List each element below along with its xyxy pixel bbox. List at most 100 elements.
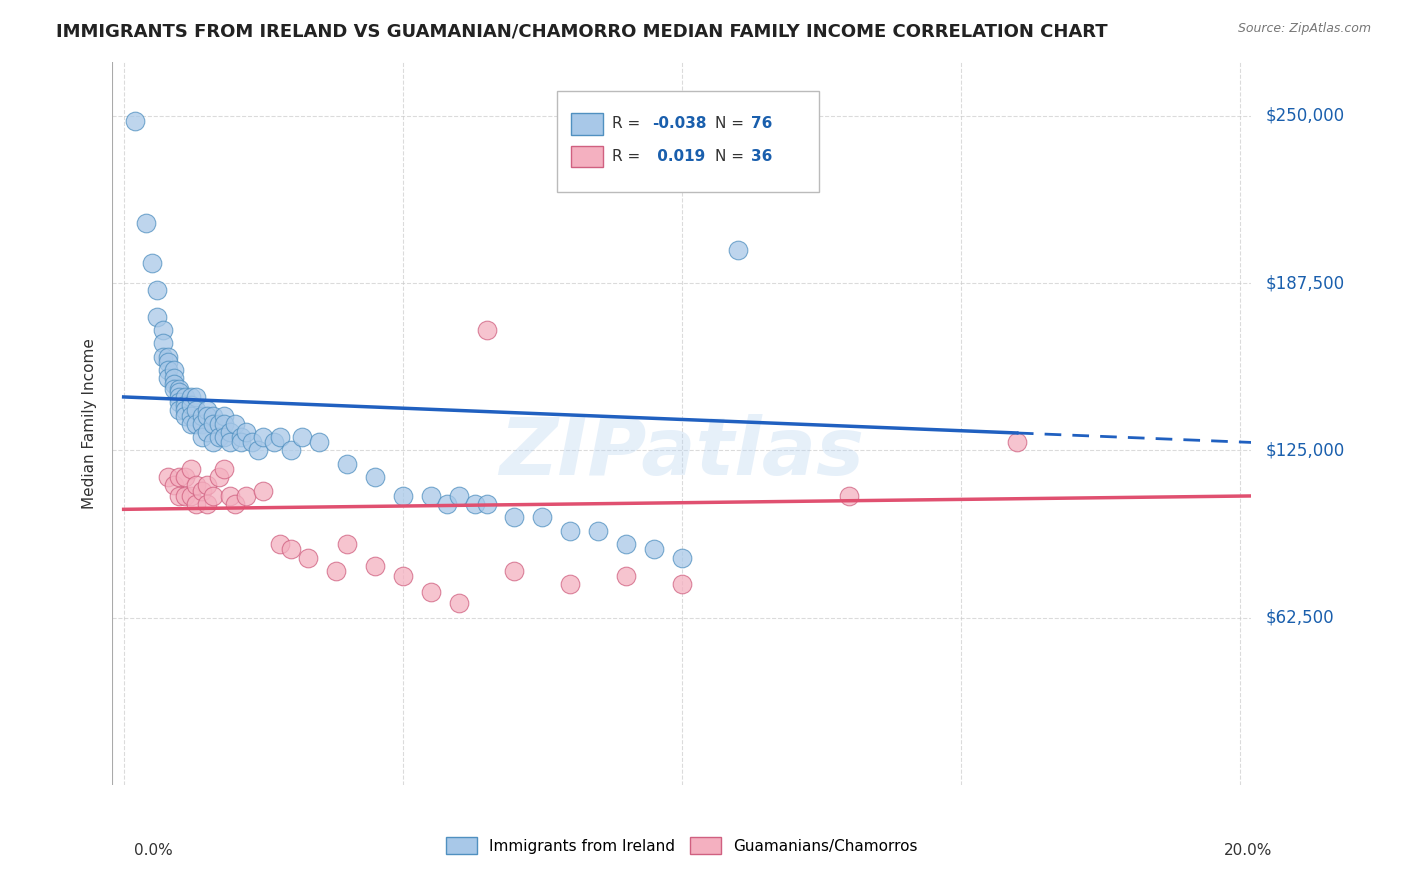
Point <box>191 409 214 423</box>
Point <box>141 256 163 270</box>
Point <box>218 489 240 503</box>
Point <box>838 489 860 503</box>
Point <box>436 497 458 511</box>
Point <box>269 537 291 551</box>
Y-axis label: Median Family Income: Median Family Income <box>82 338 97 509</box>
Point <box>503 564 526 578</box>
Point <box>186 478 208 492</box>
Point <box>186 497 208 511</box>
Point <box>560 524 582 538</box>
Point <box>180 390 202 404</box>
Point <box>174 398 197 412</box>
Point <box>503 510 526 524</box>
Point <box>163 382 186 396</box>
Point <box>201 435 224 450</box>
FancyBboxPatch shape <box>557 91 818 193</box>
Point <box>218 435 240 450</box>
Point <box>252 483 274 498</box>
Point <box>157 350 180 364</box>
Point <box>464 497 486 511</box>
Text: -0.038: -0.038 <box>652 116 707 131</box>
Point <box>207 430 229 444</box>
Point <box>391 569 413 583</box>
Point <box>180 398 202 412</box>
Point <box>157 371 180 385</box>
Point <box>447 596 470 610</box>
Point <box>174 470 197 484</box>
Text: $250,000: $250,000 <box>1265 107 1344 125</box>
Point <box>195 497 219 511</box>
Point <box>163 371 186 385</box>
Point <box>207 470 229 484</box>
Point <box>195 478 219 492</box>
Point <box>180 489 202 503</box>
Point <box>180 409 202 423</box>
Point <box>207 417 229 431</box>
Point <box>152 336 174 351</box>
Point <box>191 417 214 431</box>
Point <box>152 350 174 364</box>
Text: 36: 36 <box>751 149 773 164</box>
Point <box>146 310 169 324</box>
Point <box>152 323 174 337</box>
Point <box>224 417 246 431</box>
Point <box>229 430 252 444</box>
Text: 0.019: 0.019 <box>652 149 706 164</box>
Text: 0.0%: 0.0% <box>134 843 173 858</box>
Text: $187,500: $187,500 <box>1265 274 1344 293</box>
Text: ZIPatlas: ZIPatlas <box>499 414 865 491</box>
Text: R =: R = <box>613 149 645 164</box>
Point <box>252 430 274 444</box>
Point <box>235 425 257 439</box>
Point <box>174 409 197 423</box>
Point <box>336 457 359 471</box>
Point <box>291 430 314 444</box>
Text: N =: N = <box>714 116 749 131</box>
Point <box>531 510 554 524</box>
Point <box>174 489 197 503</box>
Point <box>391 489 413 503</box>
Point <box>218 425 240 439</box>
Text: $125,000: $125,000 <box>1265 442 1344 459</box>
Text: IMMIGRANTS FROM IRELAND VS GUAMANIAN/CHAMORRO MEDIAN FAMILY INCOME CORRELATION C: IMMIGRANTS FROM IRELAND VS GUAMANIAN/CHA… <box>56 22 1108 40</box>
Point <box>169 395 191 409</box>
Point <box>671 577 693 591</box>
Point <box>174 390 197 404</box>
Point <box>169 390 191 404</box>
Point <box>336 537 359 551</box>
Point <box>560 577 582 591</box>
Point <box>157 355 180 369</box>
Point <box>174 403 197 417</box>
Point <box>235 489 257 503</box>
Point <box>224 497 246 511</box>
Point <box>325 564 347 578</box>
Point <box>201 409 224 423</box>
Point <box>263 435 285 450</box>
Point <box>163 363 186 377</box>
Bar <box>571 113 603 135</box>
Point <box>180 462 202 476</box>
Point <box>614 569 637 583</box>
Point <box>727 243 749 257</box>
Point <box>157 470 180 484</box>
Point <box>163 478 186 492</box>
Point <box>191 430 214 444</box>
Point <box>163 376 186 391</box>
Point <box>280 542 302 557</box>
Point <box>212 409 235 423</box>
Point <box>280 443 302 458</box>
Text: R =: R = <box>613 116 645 131</box>
Point <box>229 435 252 450</box>
Point <box>195 409 219 423</box>
Point <box>240 435 263 450</box>
Point <box>308 435 330 450</box>
Point <box>447 489 470 503</box>
Text: 76: 76 <box>751 116 773 131</box>
Point <box>212 462 235 476</box>
Point <box>269 430 291 444</box>
Point <box>364 558 387 573</box>
Point <box>169 384 191 399</box>
Point <box>1005 435 1028 450</box>
Point <box>195 403 219 417</box>
Point <box>419 585 441 599</box>
